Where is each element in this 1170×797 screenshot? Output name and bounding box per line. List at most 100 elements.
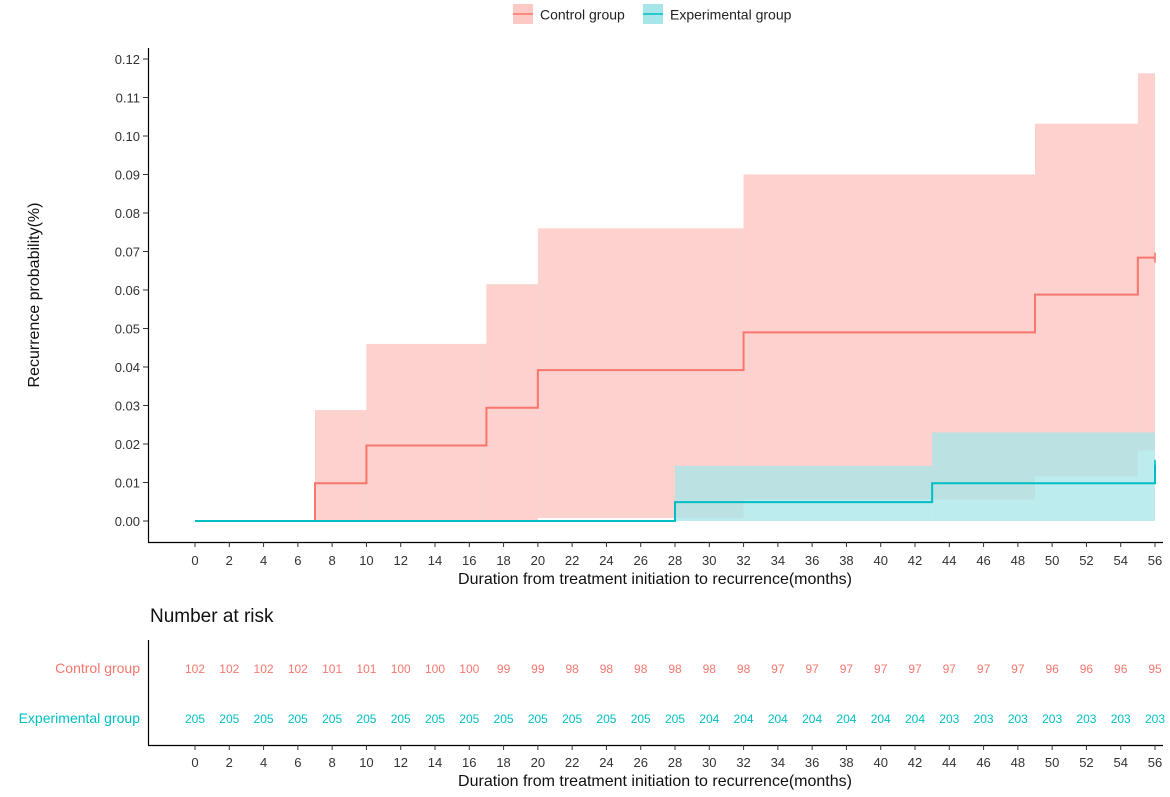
y-axis-ticks: 0.00 0.01 0.02 0.03 0.04 0.05 0.06 0.07 0.08 0.09…	[115, 52, 148, 529]
legend: Control group Experimental group	[513, 4, 792, 24]
risk-cell-experimental-26: 203	[1076, 712, 1096, 726]
x-tick-label-27: 54	[1113, 553, 1127, 568]
risk-cell-control-19: 97	[840, 662, 854, 676]
risk-cell-experimental-12: 205	[596, 712, 616, 726]
risk-x-tick-label-9: 18	[496, 755, 510, 770]
y-tick-label-7: 0.07	[115, 245, 140, 260]
legend-entry-control: Control group	[513, 4, 625, 24]
risk-cell-control-26: 96	[1080, 662, 1094, 676]
risk-x-axis-label: Duration from treatment initiation to re…	[458, 773, 852, 790]
risk-cell-experimental-22: 203	[939, 712, 959, 726]
x-tick-label-19: 38	[839, 553, 853, 568]
x-axis-label: Duration from treatment initiation to re…	[458, 571, 852, 588]
risk-x-tick-label-14: 28	[668, 755, 682, 770]
risk-cell-experimental-18: 204	[802, 712, 822, 726]
risk-cell-control-13: 98	[634, 662, 648, 676]
risk-x-tick-label-26: 52	[1079, 755, 1093, 770]
x-tick-label-4: 8	[329, 553, 336, 568]
y-tick-label-10: 0.10	[115, 129, 140, 144]
risk-cell-control-18: 97	[805, 662, 819, 676]
y-tick-label-4: 0.04	[115, 360, 140, 375]
y-tick-label-12: 0.12	[115, 52, 140, 67]
x-tick-label-22: 44	[942, 553, 956, 568]
risk-x-tick-label-11: 22	[565, 755, 579, 770]
risk-x-tick-label-0: 0	[191, 755, 198, 770]
band-experimental-2	[932, 432, 1155, 521]
risk-cell-experimental-6: 205	[391, 712, 411, 726]
x-tick-label-11: 22	[565, 553, 579, 568]
risk-x-tick-label-19: 38	[839, 755, 853, 770]
risk-cell-experimental-15: 204	[699, 712, 719, 726]
x-tick-label-9: 18	[496, 553, 510, 568]
x-tick-label-13: 26	[633, 553, 647, 568]
y-tick-label-2: 0.02	[115, 437, 140, 452]
risk-x-tick-label-2: 4	[260, 755, 267, 770]
x-tick-label-16: 32	[736, 553, 750, 568]
risk-x-tick-label-27: 54	[1113, 755, 1127, 770]
band-control-7	[1137, 73, 1155, 451]
risk-cell-experimental-16: 204	[734, 712, 754, 726]
y-tick-label-1: 0.01	[115, 476, 140, 491]
x-tick-label-5: 10	[359, 553, 373, 568]
risk-x-tick-label-21: 42	[908, 755, 922, 770]
risk-cell-control-25: 96	[1045, 662, 1059, 676]
x-tick-label-14: 28	[668, 553, 682, 568]
x-tick-label-20: 40	[873, 553, 887, 568]
risk-x-tick-label-17: 34	[771, 755, 785, 770]
risk-cell-experimental-13: 205	[631, 712, 651, 726]
risk-x-tick-label-8: 16	[462, 755, 476, 770]
y-tick-label-5: 0.05	[115, 322, 140, 337]
band-experimental-1	[675, 465, 933, 521]
risk-cell-experimental-7: 205	[425, 712, 445, 726]
x-axis-ticks: 0 2 4 6 8 10 12 14 16 18 20 22 24 26 28 30 32 34 36 38 40 42 4…	[191, 542, 1162, 568]
risk-cell-control-1: 102	[219, 662, 239, 676]
survival-curves	[195, 252, 1156, 522]
risk-x-tick-label-12: 24	[599, 755, 613, 770]
x-tick-label-23: 46	[976, 553, 990, 568]
risk-row-label-experimental: Experimental group	[19, 710, 141, 726]
risk-x-tick-label-20: 40	[873, 755, 887, 770]
risk-cell-experimental-10: 205	[528, 712, 548, 726]
risk-cell-experimental-2: 205	[254, 712, 274, 726]
risk-cell-control-16: 98	[737, 662, 751, 676]
y-tick-label-9: 0.09	[115, 168, 140, 183]
risk-cell-control-0: 102	[185, 662, 205, 676]
risk-x-tick-label-5: 10	[359, 755, 373, 770]
y-tick-label-8: 0.08	[115, 206, 140, 221]
curve-control	[195, 256, 1155, 522]
risk-cell-experimental-27: 203	[1111, 712, 1131, 726]
risk-cell-experimental-14: 205	[665, 712, 685, 726]
risk-x-tick-label-13: 26	[633, 755, 647, 770]
risk-x-tick-label-6: 12	[393, 755, 407, 770]
risk-cell-control-28: 95	[1148, 662, 1162, 676]
band-control-3	[486, 284, 538, 521]
y-axis-label: Recurrence probability(%)	[26, 203, 43, 388]
risk-x-tick-label-15: 30	[702, 755, 716, 770]
y-tick-label-11: 0.11	[116, 91, 140, 106]
risk-cell-control-10: 99	[531, 662, 545, 676]
risk-cell-control-2: 102	[254, 662, 274, 676]
risk-cell-experimental-19: 204	[836, 712, 856, 726]
risk-cell-experimental-5: 205	[356, 712, 376, 726]
risk-x-tick-label-24: 48	[1011, 755, 1025, 770]
legend-label-control: Control group	[540, 7, 625, 23]
risk-cell-control-8: 100	[459, 662, 479, 676]
x-tick-label-0: 0	[191, 553, 198, 568]
x-tick-label-2: 4	[260, 553, 267, 568]
band-control-1	[315, 410, 367, 521]
risk-cell-control-23: 97	[977, 662, 991, 676]
risk-cell-control-9: 99	[497, 662, 511, 676]
legend-entry-experimental: Experimental group	[643, 4, 792, 24]
x-tick-label-8: 16	[462, 553, 476, 568]
risk-table-cells: 102 102 102 102 101 101 100 100 100 99 99 98 98 98 98 9…	[185, 662, 1165, 726]
risk-x-tick-label-10: 20	[531, 755, 545, 770]
risk-x-tick-label-16: 32	[736, 755, 750, 770]
x-tick-label-1: 2	[226, 553, 233, 568]
risk-x-tick-label-1: 2	[226, 755, 233, 770]
risk-cell-experimental-8: 205	[459, 712, 479, 726]
x-tick-label-7: 14	[428, 553, 442, 568]
risk-cell-experimental-1: 205	[219, 712, 239, 726]
risk-cell-control-12: 98	[600, 662, 614, 676]
risk-cell-control-17: 97	[771, 662, 785, 676]
